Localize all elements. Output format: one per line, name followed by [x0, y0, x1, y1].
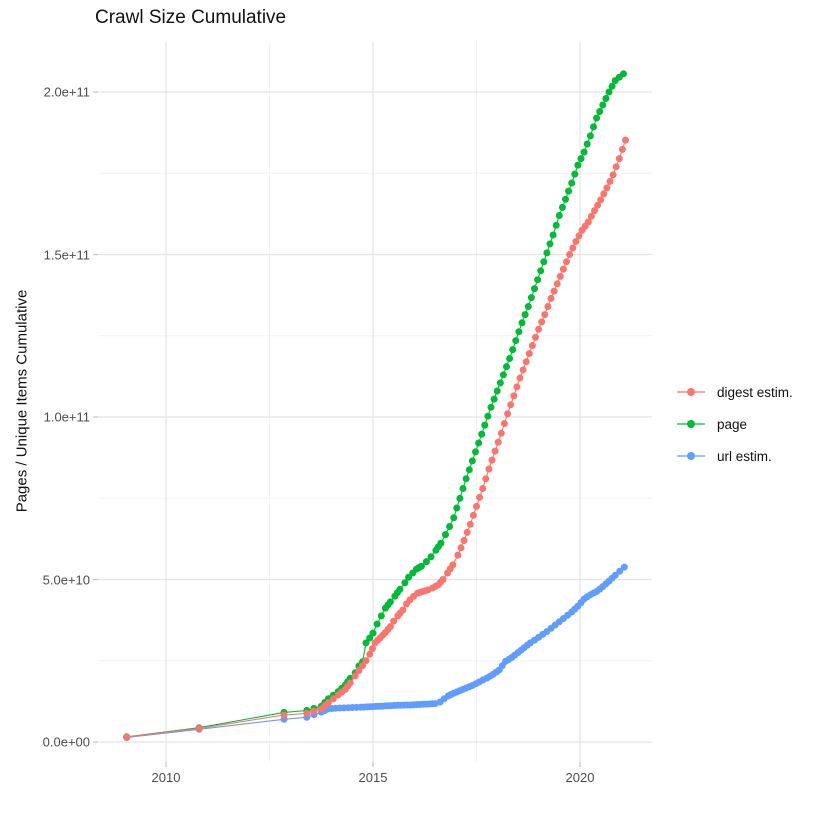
legend-key-digest-estim-icon	[677, 388, 705, 396]
panel-background	[98, 42, 652, 762]
chart-title: Crawl Size Cumulative	[95, 7, 287, 28]
y-tick-label-5.0e+10: 5.0e+10	[42, 572, 90, 587]
x-tick-label-2010: 2010	[151, 770, 181, 785]
y-tick-label-0.0e+00: 0.0e+00	[42, 734, 90, 750]
axis-tick-marks	[93, 91, 581, 767]
legend-item-digest-estim: digest estim.	[676, 376, 793, 408]
x-tick-label-2015: 2015	[358, 770, 388, 785]
y-tick-label-1.5e+11: 1.5e+11	[43, 247, 90, 262]
legend-item-page: page	[676, 408, 793, 440]
x-axis-tick-labels: 2010 2015 2020	[0, 770, 826, 790]
legend-key-url-estim-icon	[677, 452, 705, 460]
series-digest-estim	[123, 136, 629, 741]
plot-panel	[93, 42, 652, 767]
legend-label-digest-estim: digest estim.	[717, 384, 793, 400]
legend: digest estim. page url estim.	[676, 376, 793, 472]
legend-label-page: page	[717, 416, 748, 432]
y-axis-title: Pages / Unique Items Cumulative	[13, 289, 31, 513]
y-axis-tick-labels: 0.0e+00 5.0e+10 1.0e+11 1.5e+11 2.0e+11	[30, 0, 90, 827]
legend-key-page-icon	[677, 420, 705, 428]
series-page	[123, 70, 627, 741]
legend-item-url-estim: url estim.	[676, 440, 793, 472]
legend-label-url-estim: url estim.	[717, 448, 772, 464]
y-tick-label-2.0e+11: 2.0e+11	[43, 84, 90, 100]
y-tick-label-1.0e+11: 1.0e+11	[43, 409, 90, 425]
x-tick-label-2020: 2020	[565, 770, 595, 785]
series-url-estim	[123, 563, 628, 741]
gridlines-minor	[98, 42, 652, 762]
